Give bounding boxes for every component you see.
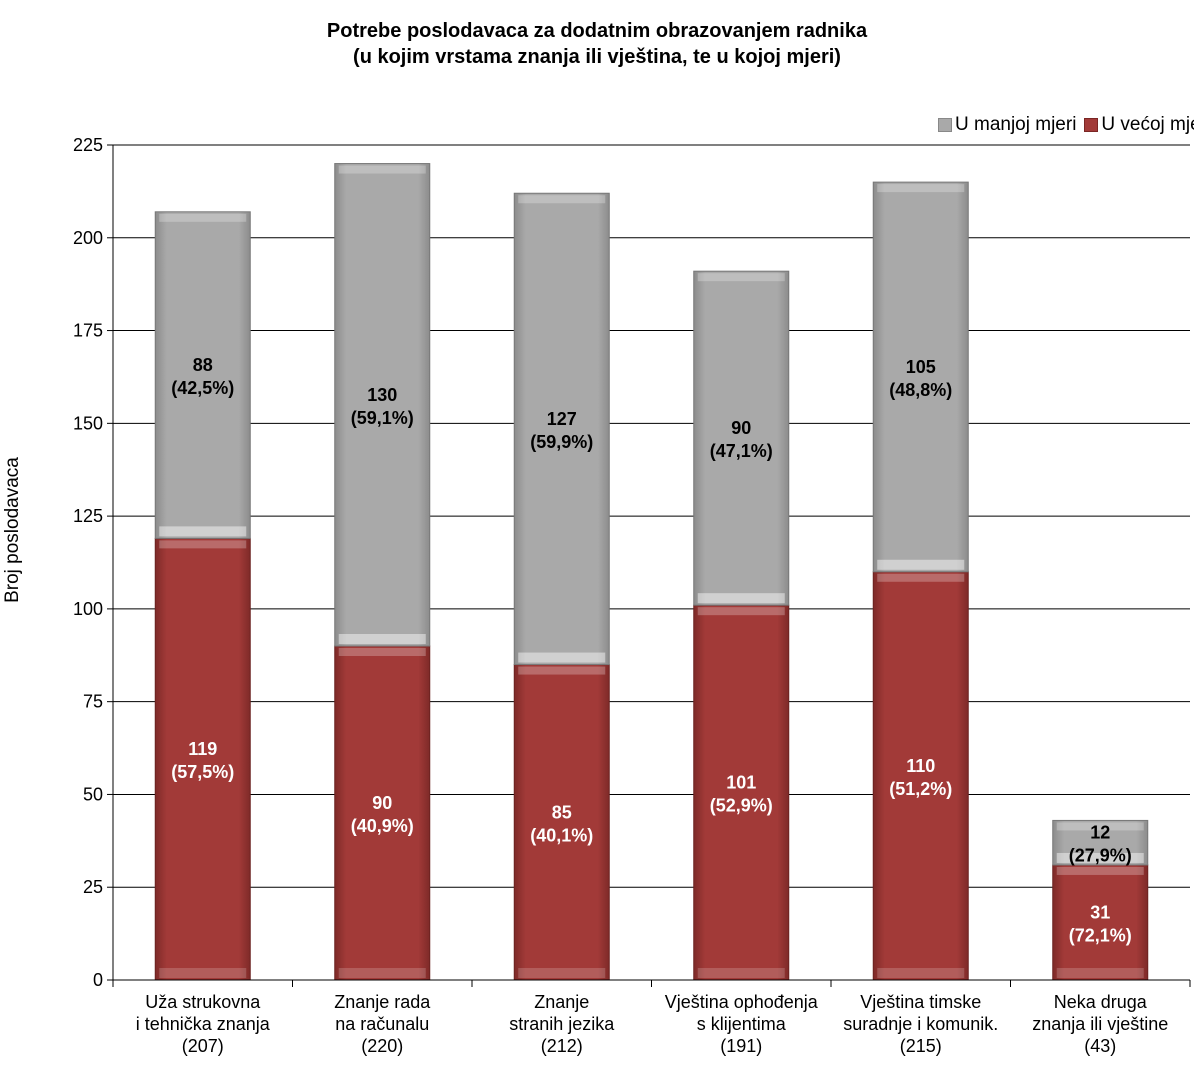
x-tick-label: (43) [1084,1036,1116,1056]
bar-segment-veca [154,537,251,981]
x-tick-label: Neka druga [1054,992,1148,1012]
bar-bevel-top [697,273,785,282]
x-tick-label: Uža strukovna [145,992,261,1012]
data-label-value: 31 [1090,902,1110,922]
data-label-value: 101 [726,773,756,793]
bar-segment-veca [334,645,431,981]
y-tick-label: 50 [83,784,103,804]
bar-bevel-top [877,184,965,193]
data-label-value: 127 [547,409,577,429]
bar-segment-veca [872,571,969,981]
bar-segment-veca [1052,864,1149,981]
x-tick-label: na računalu [335,1014,429,1034]
data-label-percent: (47,1%) [710,441,773,461]
bar-bevel-bottom [877,559,965,570]
x-tick-label: stranih jezika [509,1014,615,1034]
bar-bevel-top [1056,866,1144,875]
bar-bevel-bottom [877,968,965,978]
data-label-percent: (40,1%) [530,825,593,845]
bar-bevel-bottom [1056,968,1144,978]
data-label-percent: (59,9%) [530,432,593,452]
data-label-value: 90 [372,793,392,813]
data-label-value: 88 [193,355,213,375]
bar-bevel-top [338,165,426,174]
chart-title-line-1: Potrebe poslodavaca za dodatnim obrazova… [326,20,868,42]
x-tick-label: suradnje i komunik. [843,1014,998,1034]
bar-bevel-bottom [518,652,606,663]
data-label-value: 105 [906,357,936,377]
y-tick-label: 200 [73,228,103,248]
y-tick-label: 25 [83,877,103,897]
legend-swatch-veca [1084,118,1099,132]
bar-bevel-top [1056,822,1144,831]
data-label-value: 90 [731,418,751,438]
legend-item-manja: U manjoj mjeri [938,114,1076,136]
data-label-value: 130 [367,385,397,405]
bar-bevel-bottom [697,593,785,604]
x-tick-label: i tehnička znanja [136,1014,271,1034]
legend-label-manja: U manjoj mjeri [955,114,1077,135]
data-label-percent: (57,5%) [171,762,234,782]
data-label-percent: (48,8%) [889,380,952,400]
bar-segment-manja [872,181,969,573]
y-tick-label: 125 [73,506,103,526]
legend: U manjoj mjeri U većoj mjeri [938,114,1194,136]
data-label-value: 85 [552,802,572,822]
y-tick-label: 225 [73,135,103,155]
data-label-percent: (51,2%) [889,779,952,799]
bar-segment-manja [1052,819,1149,866]
bar-bevel-top [877,573,965,582]
y-tick-label: 150 [73,413,103,433]
bar-bevel-bottom [338,968,426,978]
data-label-value: 110 [906,756,935,776]
bar-bevel-top [518,666,606,675]
bar-bevel-top [159,540,247,549]
bar-bevel-top [518,195,606,204]
x-tick-label: Vještina timske [860,992,981,1012]
chart-title: Potrebe poslodavaca za dodatnim obrazova… [0,18,1194,70]
x-tick-label: (215) [900,1036,942,1056]
x-tick-label: (220) [361,1036,403,1056]
data-label-percent: (52,9%) [710,796,773,816]
x-tick-label: Vještina ophođenja [665,992,819,1012]
bar-bevel-top [697,607,785,616]
bar-bevel-top [338,648,426,656]
data-label-percent: (42,5%) [171,378,234,398]
data-label-percent: (72,1%) [1069,925,1132,945]
data-label-percent: (27,9%) [1069,846,1132,866]
bar-bevel-bottom [159,526,247,537]
bar-segment-manja [154,211,251,539]
bar-bevel-top [159,213,247,222]
x-tick-label: znanja ili vještine [1032,1014,1168,1034]
bar-bevel-bottom [159,968,247,978]
bar-segment-manja [334,163,431,647]
bar-bevel-bottom [1056,852,1144,863]
data-label-value: 12 [1090,823,1110,843]
bar-bevel-bottom [518,968,606,978]
data-label-percent: (40,9%) [351,816,414,836]
y-tick-label: 100 [73,599,103,619]
x-tick-label: s klijentima [697,1014,787,1034]
chart-title-line-2: (u kojim vrstama znanja ili vještina, te… [353,46,841,68]
legend-swatch-manja [938,118,952,132]
x-tick-label: Znanje [534,992,589,1012]
legend-label-veca: U većoj mjeri [1101,114,1194,135]
bar-segment-veca [693,604,790,981]
x-tick-label: (212) [541,1036,583,1056]
x-tick-label: (191) [720,1036,762,1056]
bar-bevel-bottom [697,968,785,978]
y-tick-label: 175 [73,321,103,341]
y-tick-label: 75 [83,692,103,712]
y-tick-label: 0 [93,970,103,990]
x-tick-label: Znanje rada [334,992,431,1012]
bar-segment-manja [693,270,790,606]
bar-bevel-bottom [338,634,426,644]
data-label-percent: (59,1%) [351,408,414,428]
data-label-value: 119 [188,739,217,759]
legend-item-veca: U većoj mjeri [1084,114,1194,136]
x-tick-label: (207) [182,1036,224,1056]
bar-segment-manja [513,192,610,666]
